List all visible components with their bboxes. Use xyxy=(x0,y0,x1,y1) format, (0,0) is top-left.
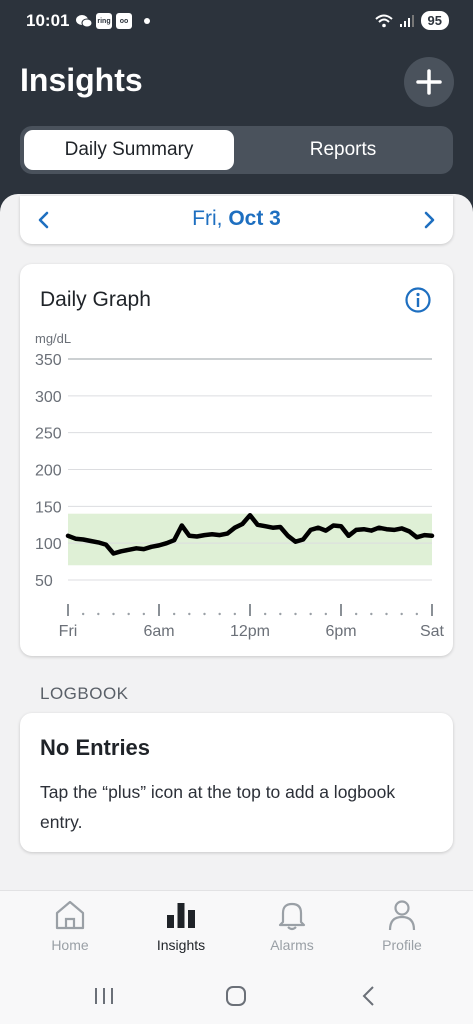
bottom-navigation: Home Insights Alarms Profile xyxy=(0,890,473,970)
x-minor-tick xyxy=(188,612,191,616)
plus-icon xyxy=(416,69,442,95)
x-minor-tick xyxy=(172,612,176,616)
x-minor-tick xyxy=(97,612,100,616)
nav-profile-label: Profile xyxy=(382,937,422,953)
chevron-right-icon xyxy=(424,211,435,229)
next-day-button[interactable] xyxy=(415,206,443,234)
daily-glucose-chart: mg/dL 350 300 250 200 150 100 50 Fri 6am 12pm 6pm S… xyxy=(35,331,445,640)
system-back-icon[interactable] xyxy=(353,984,383,1008)
status-time: 10:01 xyxy=(26,11,70,30)
nav-profile[interactable]: Profile xyxy=(352,899,452,961)
x-minor-tick xyxy=(324,612,328,616)
system-navigation-bar xyxy=(0,970,473,1024)
wifi-icon xyxy=(374,14,393,27)
x-minor-tick xyxy=(309,612,312,616)
x-tick-label: 6pm xyxy=(325,623,356,640)
ring-app-icon: ring xyxy=(96,13,112,29)
nav-alarms[interactable]: Alarms xyxy=(242,899,342,961)
chat-icon xyxy=(76,15,92,28)
x-minor-tick xyxy=(400,612,403,616)
x-minor-tick xyxy=(354,612,358,616)
status-notification-icons: ring oo xyxy=(76,13,150,29)
chevron-left-icon xyxy=(38,211,49,229)
signal-icon xyxy=(399,14,414,27)
bar-chart-icon xyxy=(167,903,195,928)
y-tick-label: 350 xyxy=(35,352,62,369)
page-title: Insights xyxy=(20,62,143,98)
y-tick-label: 250 xyxy=(35,426,62,443)
info-button[interactable] xyxy=(404,286,432,314)
status-right-icons: 95 xyxy=(374,11,449,30)
nav-home[interactable]: Home xyxy=(20,899,120,961)
x-tick-label: Sat xyxy=(420,623,445,640)
x-minor-tick xyxy=(81,612,85,616)
system-home-icon[interactable] xyxy=(221,984,251,1008)
notification-dot-icon xyxy=(144,18,150,24)
date-navigator: Fri, Oct 3 xyxy=(20,196,453,244)
x-minor-tick xyxy=(127,612,130,616)
graph-title: Daily Graph xyxy=(40,288,151,311)
nav-home-label: Home xyxy=(51,937,89,953)
x-tick-label: Fri xyxy=(59,623,78,640)
x-minor-tick xyxy=(218,612,221,616)
current-date-value: Oct 3 xyxy=(228,207,281,230)
x-minor-tick xyxy=(370,612,373,616)
current-date: Fri, Oct 3 xyxy=(20,207,453,231)
nav-insights[interactable]: Insights xyxy=(131,899,231,961)
tab-segment-control: Daily Summary Reports xyxy=(20,126,453,174)
y-tick-label: 50 xyxy=(35,573,53,590)
x-minor-tick xyxy=(279,612,282,616)
battery-level: 95 xyxy=(420,11,449,30)
info-icon xyxy=(405,287,431,313)
x-minor-tick xyxy=(233,612,237,616)
tab-reports[interactable]: Reports xyxy=(309,139,377,160)
logbook-card: No Entries Tap the “plus” icon at the to… xyxy=(20,713,453,852)
y-tick-label: 100 xyxy=(35,536,62,553)
x-minor-tick xyxy=(203,612,206,616)
logbook-section-label: LOGBOOK xyxy=(40,684,129,703)
add-entry-button[interactable] xyxy=(404,57,454,107)
current-date-day: Fri, xyxy=(192,207,223,230)
y-tick-label: 200 xyxy=(35,463,62,480)
x-minor-tick xyxy=(263,612,267,616)
x-tick-label: 12pm xyxy=(230,623,270,640)
previous-day-button[interactable] xyxy=(30,206,58,234)
bell-icon xyxy=(278,902,306,931)
x-minor-tick xyxy=(385,612,388,616)
nav-insights-label: Insights xyxy=(156,937,206,953)
x-minor-tick xyxy=(142,612,146,616)
x-minor-tick xyxy=(112,612,115,616)
y-tick-label: 300 xyxy=(35,389,62,406)
nav-alarms-label: Alarms xyxy=(270,937,314,953)
status-bar: 10:01 ring oo 95 xyxy=(0,0,473,44)
logbook-empty-message: Tap the “plus” icon at the top to add a … xyxy=(40,782,396,832)
voicemail-icon: oo xyxy=(116,13,132,29)
logbook-empty-title: No Entries xyxy=(40,735,151,760)
x-minor-tick xyxy=(415,612,419,616)
tab-daily-summary[interactable]: Daily Summary xyxy=(24,130,234,170)
glucose-series-line xyxy=(65,512,435,556)
home-icon xyxy=(55,900,85,930)
y-axis-unit: mg/dL xyxy=(35,331,71,346)
daily-graph-card: Daily Graph mg/dL 350 300 250 200 150 100 50 Fr… xyxy=(20,264,453,656)
y-tick-label: 150 xyxy=(35,499,62,516)
recent-apps-icon[interactable] xyxy=(89,984,119,1008)
x-minor-tick xyxy=(294,612,297,616)
target-range-band xyxy=(68,513,432,566)
person-icon xyxy=(388,900,416,931)
x-tick-label: 6am xyxy=(143,623,174,640)
